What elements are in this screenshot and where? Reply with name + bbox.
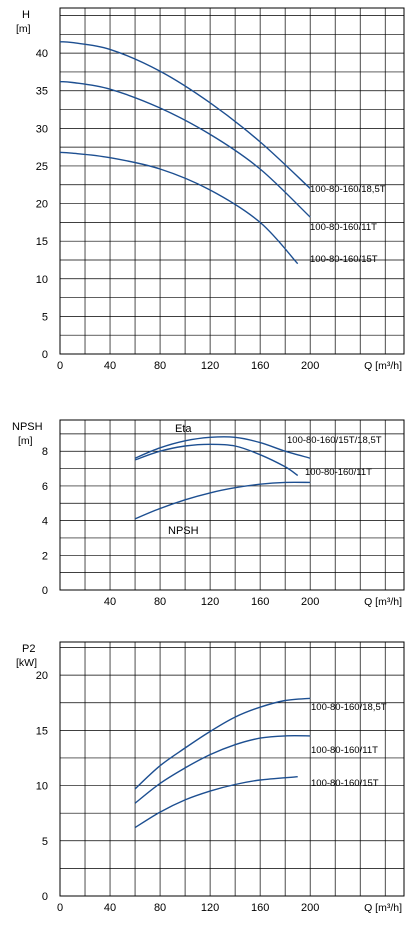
- y-tick-label: 25: [36, 161, 48, 173]
- series-line: [59, 80, 311, 218]
- y-axis-title: NPSH: [12, 421, 43, 433]
- y-tick-label: 20: [36, 199, 48, 211]
- x-tick-label: 120: [201, 360, 219, 372]
- y-axis-unit: [m]: [18, 435, 33, 447]
- y-tick-label: 30: [36, 123, 48, 135]
- x-tick-label: 0: [57, 360, 63, 372]
- y-axis-unit: [m]: [16, 23, 31, 35]
- y-tick-label: 0: [42, 891, 48, 903]
- x-tick-label: 200: [301, 360, 319, 372]
- y-axis-title: P2: [22, 643, 35, 655]
- x-tick-label: 160: [251, 902, 269, 914]
- y-tick-label: 40: [36, 48, 48, 60]
- series-label: 100-80-160/15T: [310, 254, 378, 265]
- plot-frame: [59, 641, 405, 897]
- y-tick-label: 5: [42, 311, 48, 323]
- plot-frame: [59, 7, 405, 355]
- x-tick-label: 80: [154, 596, 166, 608]
- x-axis-title: Q [m³/h]: [364, 360, 402, 372]
- series-line: [134, 735, 311, 804]
- x-axis-title: Q [m³/h]: [364, 596, 402, 608]
- series-line: [59, 151, 299, 265]
- y-axis-title: H: [22, 9, 30, 21]
- chart-panel-h: 0 5 10 15 20 25 30 35 40 0 40 80 120 160 200 H [m] Q [m³/…: [16, 7, 405, 372]
- x-tick-label: 160: [251, 360, 269, 372]
- y-axis-unit: [kW]: [16, 657, 37, 669]
- y-tick-label: 20: [36, 670, 48, 682]
- chart-panel-npsh: 0 2 4 6 8 40 80 120 160 200 NPSH [m] Q [m³/h] 100-80-…: [12, 419, 405, 608]
- y-tick-label: 2: [42, 550, 48, 562]
- y-tick-label: 10: [36, 274, 48, 286]
- y-tick-label: 4: [42, 516, 48, 528]
- series-line: [134, 776, 298, 829]
- series-label: 100-80-160/11T: [305, 467, 372, 478]
- x-tick-label: 0: [57, 902, 63, 914]
- series-line: [134, 697, 311, 790]
- y-tick-label: 10: [36, 781, 48, 793]
- y-tick-label: 15: [36, 725, 48, 737]
- series-line: [59, 41, 311, 190]
- x-tick-label: 40: [104, 596, 116, 608]
- x-tick-label: 120: [201, 902, 219, 914]
- x-tick-label: 40: [104, 902, 116, 914]
- y-tick-label: 0: [42, 349, 48, 361]
- x-axis-title: Q [m³/h]: [364, 902, 402, 914]
- series-label: 100-80-160/15T: [311, 778, 379, 789]
- series-line: [134, 436, 311, 459]
- y-tick-label: 35: [36, 86, 48, 98]
- x-tick-label: 160: [251, 596, 269, 608]
- y-tick-label: 8: [42, 446, 48, 458]
- npsh-curve-label: NPSH: [168, 525, 199, 537]
- y-tick-label: 0: [42, 585, 48, 597]
- y-tick-label: 6: [42, 481, 48, 493]
- x-tick-label: 80: [154, 902, 166, 914]
- series-label: 100-80-160/11T: [310, 222, 377, 233]
- eta-curve-label: Eta: [175, 423, 192, 435]
- series-line: [134, 443, 299, 477]
- series-label: 100-80-160/18,5T: [310, 184, 386, 195]
- x-tick-label: 200: [301, 596, 319, 608]
- series-label: 100-80-160/18,5T: [311, 702, 387, 713]
- x-tick-label: 200: [301, 902, 319, 914]
- plot-frame: [59, 419, 405, 591]
- x-tick-label: 40: [104, 360, 116, 372]
- x-tick-label: 80: [154, 360, 166, 372]
- x-tick-label: 120: [201, 596, 219, 608]
- y-tick-label: 5: [42, 836, 48, 848]
- y-tick-label: 15: [36, 236, 48, 248]
- series-label: 100-80-160/15T/18,5T: [287, 435, 382, 446]
- series-label: 100-80-160/11T: [311, 745, 378, 756]
- series-line: [134, 481, 311, 520]
